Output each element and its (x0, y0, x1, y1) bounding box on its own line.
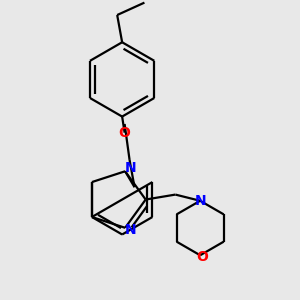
Text: N: N (124, 160, 136, 175)
Text: N: N (194, 194, 206, 208)
Text: O: O (197, 250, 208, 263)
Text: O: O (119, 126, 130, 140)
Text: N: N (124, 223, 136, 237)
